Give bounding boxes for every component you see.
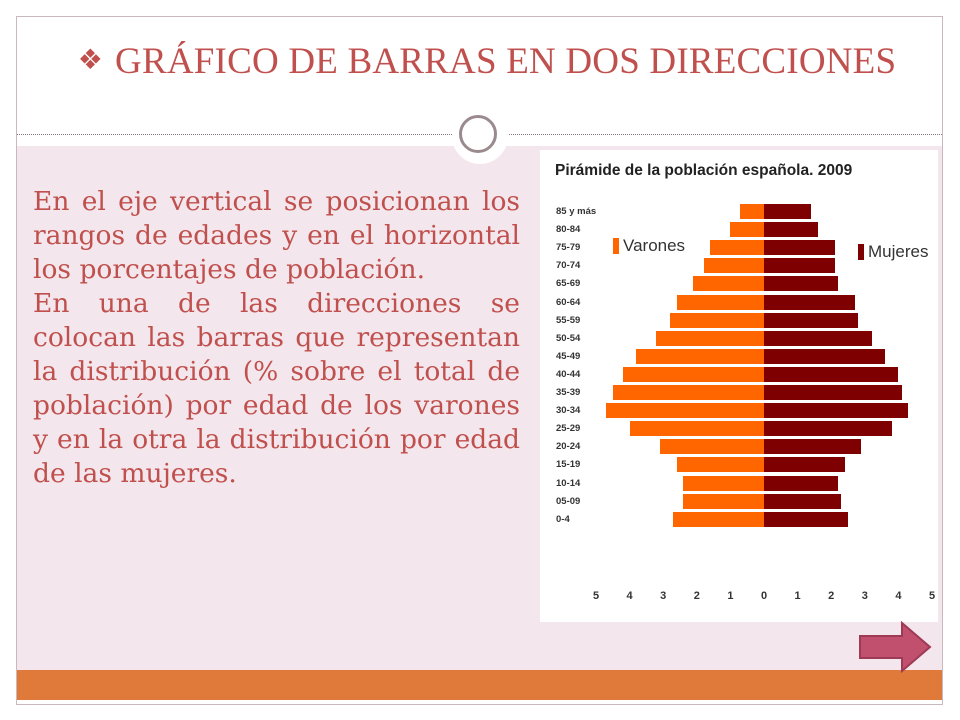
age-label: 0-4 xyxy=(556,513,570,525)
age-label: 80-84 xyxy=(556,224,581,236)
bar-varones xyxy=(629,421,764,437)
x-tick-label: 2 xyxy=(693,590,700,602)
bar-mujeres xyxy=(764,403,909,419)
bottom-line xyxy=(17,700,942,703)
bar-mujeres xyxy=(764,312,859,328)
diamond-bullet-icon: ❖ xyxy=(77,45,104,76)
bar-mujeres xyxy=(764,204,812,219)
age-label: 60-64 xyxy=(556,296,581,308)
age-label: 85 y más xyxy=(556,206,597,217)
bar-mujeres xyxy=(764,258,835,274)
x-tick-label: 3 xyxy=(861,590,868,602)
paragraph-2: En una de las direcciones se colocan las… xyxy=(33,288,520,489)
age-label: 10-14 xyxy=(556,477,581,489)
bar-varones xyxy=(673,511,764,527)
x-tick-label: 5 xyxy=(592,590,600,602)
bar-mujeres xyxy=(764,330,872,346)
bottom-bar xyxy=(17,670,942,700)
legend-label-varones: Varones xyxy=(623,236,686,255)
circle-ring-icon xyxy=(452,108,508,164)
age-label: 30-34 xyxy=(556,405,581,417)
bar-mujeres xyxy=(764,366,899,382)
age-label: 45-49 xyxy=(556,350,581,362)
bar-varones xyxy=(676,457,764,473)
bar-varones xyxy=(683,493,764,509)
bar-mujeres xyxy=(764,457,845,473)
age-label: 65-69 xyxy=(556,278,581,290)
bar-varones xyxy=(730,222,764,238)
age-label: 25-29 xyxy=(556,423,581,435)
bar-varones xyxy=(606,403,764,419)
bar-mujeres xyxy=(764,439,862,455)
age-label: 20-24 xyxy=(556,441,581,453)
age-label: 50-54 xyxy=(556,332,581,344)
age-label: 70-74 xyxy=(556,260,581,272)
bar-varones xyxy=(710,240,764,256)
bar-mujeres xyxy=(764,294,855,310)
bar-varones xyxy=(676,294,764,310)
bar-mujeres xyxy=(764,222,818,238)
bar-varones xyxy=(636,348,764,364)
bar-varones xyxy=(693,276,764,292)
paragraph-1: En el eje vertical se posicionan los ran… xyxy=(33,186,520,285)
bar-mujeres xyxy=(764,385,902,400)
age-label: 55-59 xyxy=(556,314,581,326)
age-label: 15-19 xyxy=(556,459,581,471)
x-tick-label: 4 xyxy=(895,590,902,602)
bar-mujeres xyxy=(764,475,838,491)
bar-mujeres xyxy=(764,511,848,527)
bar-mujeres xyxy=(764,240,835,256)
legend-swatch-varones xyxy=(613,238,619,254)
legend-swatch-mujeres xyxy=(858,244,864,260)
bar-mujeres xyxy=(764,493,842,509)
slide-title: ❖ GRÁFICO DE BARRAS EN DOS DIRECCIONES xyxy=(77,37,897,86)
x-tick-label: 3 xyxy=(660,590,667,602)
bar-varones xyxy=(612,385,764,400)
age-label: 05-09 xyxy=(556,495,581,507)
age-label: 40-44 xyxy=(556,368,581,380)
age-label: 75-79 xyxy=(556,242,581,254)
x-tick-label: 4 xyxy=(626,590,633,602)
population-pyramid-chart: Pirámide de la población española. 2009 … xyxy=(540,150,938,622)
x-tick-label: 0 xyxy=(760,590,768,602)
slide-title-text: GRÁFICO DE BARRAS EN DOS DIRECCIONES xyxy=(115,41,897,82)
bar-varones xyxy=(659,439,764,455)
age-label: 35-39 xyxy=(556,387,581,398)
x-tick-label: 1 xyxy=(727,590,734,602)
x-tick-label: 1 xyxy=(794,590,801,602)
x-tick-label: 5 xyxy=(928,590,936,602)
bar-mujeres xyxy=(764,276,838,292)
bar-mujeres xyxy=(764,421,892,437)
bar-varones xyxy=(683,475,764,491)
chart-title: Pirámide de la población española. 2009 xyxy=(555,162,853,179)
bar-varones xyxy=(669,312,764,328)
bar-mujeres xyxy=(764,348,885,364)
x-tick-label: 2 xyxy=(828,590,835,602)
bar-varones xyxy=(622,366,764,382)
bar-varones xyxy=(740,204,764,219)
bar-varones xyxy=(703,258,764,274)
bar-varones xyxy=(656,330,764,346)
body-text: En el eje vertical se posicionan los ran… xyxy=(33,185,520,491)
legend-label-mujeres: Mujeres xyxy=(868,242,929,261)
next-arrow-icon[interactable] xyxy=(858,621,932,673)
